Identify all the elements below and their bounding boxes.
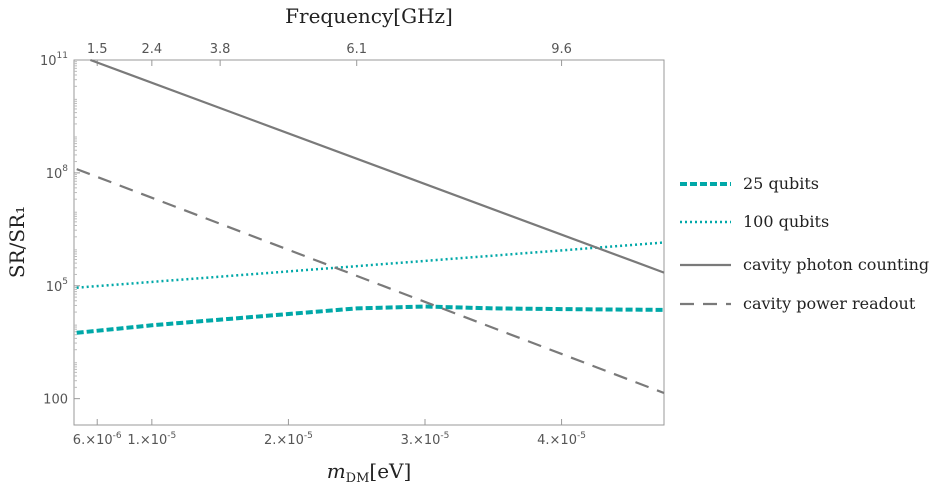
legend-label-3: cavity power readout [743, 294, 916, 313]
plot-frame [73, 59, 665, 426]
y-tick-label: 105 [46, 277, 68, 295]
x-tick-label: 3.×10-5 [401, 431, 450, 448]
y-tick-label: 1011 [40, 51, 68, 69]
x-tick-label: 1.×10-5 [127, 431, 176, 448]
legend-label-1: 100 qubits [743, 212, 829, 231]
y-tick-label: 100 [43, 393, 68, 408]
x-axis-title-rest: [eV] [369, 459, 411, 483]
x-axis-title-main: m [327, 459, 346, 483]
series-line-3 [76, 168, 665, 395]
series-line-0 [76, 304, 665, 335]
legend: 25 qubits 100 qubits cavity photon countin… [680, 174, 929, 313]
series-line-1 [76, 241, 665, 289]
ticks: 6.×10-6 1.×10-5 2.×10-5 3.×10-5 4.×10-5 1.5 2.… [40, 42, 586, 448]
y-axis-title: SR/SR₁ [5, 206, 29, 278]
top-tick-label: 6.1 [346, 42, 367, 57]
x-axis-title: mDM[eV] [327, 459, 412, 486]
legend-label-2: cavity photon counting [743, 255, 929, 274]
x-tick-label: 6.×10-6 [73, 431, 122, 448]
x-axis-title-sub: DM [346, 471, 370, 486]
x-tick-label: 2.×10-5 [264, 431, 313, 448]
x-tick-label: 4.×10-5 [537, 431, 586, 448]
top-tick-label: 3.8 [210, 42, 231, 57]
top-axis-title: Frequency[GHz] [285, 4, 453, 28]
series-group [76, 58, 665, 395]
series-line-2 [90, 58, 665, 274]
legend-label-0: 25 qubits [743, 174, 819, 193]
top-tick-label: 2.4 [142, 42, 163, 57]
top-tick-label: 9.6 [551, 42, 572, 57]
y-tick-label: 108 [46, 164, 69, 182]
top-tick-label: 1.5 [87, 42, 108, 57]
